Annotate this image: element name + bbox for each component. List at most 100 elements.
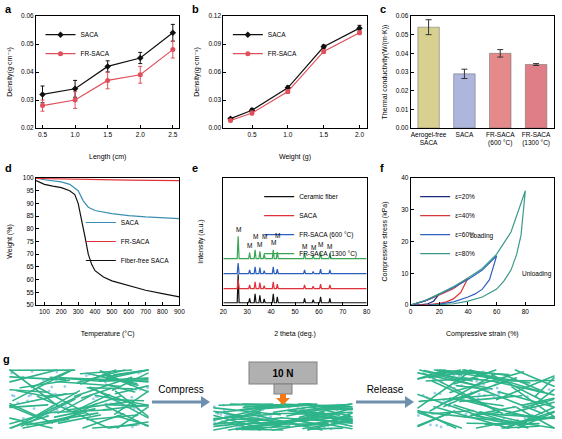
svg-text:2.0: 2.0 bbox=[136, 131, 145, 138]
svg-text:M: M bbox=[327, 243, 332, 250]
svg-text:1.0: 1.0 bbox=[283, 131, 292, 138]
svg-text:Unloading: Unloading bbox=[522, 270, 552, 278]
svg-text:40: 40 bbox=[464, 308, 472, 315]
svg-text:10: 10 bbox=[401, 270, 409, 277]
svg-text:2.0: 2.0 bbox=[355, 131, 364, 138]
svg-text:0.05: 0.05 bbox=[21, 40, 34, 47]
svg-text:0.09: 0.09 bbox=[208, 40, 221, 47]
svg-text:40: 40 bbox=[267, 308, 275, 315]
svg-text:0.00: 0.00 bbox=[396, 124, 409, 131]
svg-text:0: 0 bbox=[405, 301, 409, 308]
svg-text:ε=60%: ε=60% bbox=[455, 231, 475, 238]
svg-text:Compressive strain (%): Compressive strain (%) bbox=[446, 330, 519, 338]
svg-text:1.0: 1.0 bbox=[71, 131, 80, 138]
svg-text:2.5: 2.5 bbox=[168, 131, 177, 138]
svg-text:SACA: SACA bbox=[80, 31, 98, 38]
svg-text:200: 200 bbox=[56, 308, 67, 315]
svg-text:2 theta (deg.): 2 theta (deg.) bbox=[274, 330, 316, 338]
svg-text:50: 50 bbox=[26, 301, 34, 308]
svg-text:0.02: 0.02 bbox=[396, 87, 409, 94]
svg-text:900: 900 bbox=[174, 308, 185, 315]
svg-text:Aerogel-freeSACA: Aerogel-freeSACA bbox=[411, 131, 447, 146]
svg-text:M: M bbox=[253, 233, 258, 240]
svg-text:80: 80 bbox=[26, 225, 34, 232]
svg-text:95: 95 bbox=[26, 187, 34, 194]
svg-text:40: 40 bbox=[401, 174, 409, 181]
svg-text:0.02: 0.02 bbox=[21, 124, 34, 131]
svg-text:SACA: SACA bbox=[299, 212, 317, 219]
svg-text:Fiber-free SACA: Fiber-free SACA bbox=[121, 257, 169, 264]
svg-text:M: M bbox=[318, 241, 323, 248]
svg-text:60: 60 bbox=[26, 276, 34, 283]
svg-text:0.12: 0.12 bbox=[208, 12, 221, 19]
svg-text:20: 20 bbox=[220, 308, 228, 315]
svg-text:M: M bbox=[257, 241, 262, 248]
svg-text:0.03: 0.03 bbox=[208, 96, 221, 103]
svg-text:80: 80 bbox=[363, 308, 371, 315]
svg-text:M: M bbox=[302, 243, 307, 250]
svg-text:300: 300 bbox=[73, 308, 84, 315]
svg-text:Weight (%): Weight (%) bbox=[6, 224, 14, 259]
svg-text:0.06: 0.06 bbox=[396, 12, 409, 19]
svg-text:d: d bbox=[5, 162, 12, 174]
svg-text:0.06: 0.06 bbox=[208, 68, 221, 75]
svg-text:20: 20 bbox=[401, 238, 409, 245]
svg-text:500: 500 bbox=[106, 308, 117, 315]
svg-text:c: c bbox=[380, 3, 386, 15]
svg-text:Thermal conductivity(W/(m·K)): Thermal conductivity(W/(m·K)) bbox=[381, 25, 389, 120]
svg-text:FR-SACA (600 °C): FR-SACA (600 °C) bbox=[299, 231, 353, 239]
svg-text:Compress: Compress bbox=[158, 384, 204, 395]
svg-text:30: 30 bbox=[401, 206, 409, 213]
svg-text:SACA: SACA bbox=[121, 219, 139, 226]
svg-text:Ceramic fiber: Ceramic fiber bbox=[299, 193, 338, 200]
svg-text:Loading: Loading bbox=[470, 232, 494, 240]
svg-text:M: M bbox=[311, 244, 316, 251]
svg-text:1.5: 1.5 bbox=[103, 131, 112, 138]
svg-text:a: a bbox=[5, 3, 12, 15]
svg-text:SACA: SACA bbox=[268, 31, 286, 38]
svg-text:FR-SACA: FR-SACA bbox=[268, 50, 297, 57]
svg-text:0.5: 0.5 bbox=[247, 131, 256, 138]
svg-text:70: 70 bbox=[339, 308, 347, 315]
svg-text:700: 700 bbox=[140, 308, 151, 315]
svg-text:600: 600 bbox=[123, 308, 134, 315]
svg-text:FR-SACA (1300 °C): FR-SACA (1300 °C) bbox=[299, 250, 357, 258]
svg-text:0.03: 0.03 bbox=[21, 96, 34, 103]
svg-text:65: 65 bbox=[26, 263, 34, 270]
svg-text:FR-SACA(1300 °C): FR-SACA(1300 °C) bbox=[522, 131, 551, 147]
svg-text:FR-SACA(600 °C): FR-SACA(600 °C) bbox=[486, 131, 515, 147]
svg-text:Weight (g): Weight (g) bbox=[279, 153, 311, 161]
svg-text:100: 100 bbox=[23, 174, 34, 181]
svg-text:0.01: 0.01 bbox=[396, 106, 409, 113]
svg-text:g: g bbox=[3, 353, 10, 365]
svg-text:60: 60 bbox=[493, 308, 501, 315]
svg-text:50: 50 bbox=[291, 308, 299, 315]
svg-text:85: 85 bbox=[26, 212, 34, 219]
svg-text:0.04: 0.04 bbox=[396, 50, 409, 57]
svg-text:Density(g·cm⁻³): Density(g·cm⁻³) bbox=[6, 47, 14, 97]
svg-text:M: M bbox=[247, 242, 252, 249]
svg-text:b: b bbox=[192, 3, 199, 15]
svg-text:10 N: 10 N bbox=[272, 368, 293, 379]
svg-text:400: 400 bbox=[90, 308, 101, 315]
svg-text:0.06: 0.06 bbox=[21, 12, 34, 19]
svg-text:f: f bbox=[380, 162, 384, 174]
svg-text:SACA: SACA bbox=[456, 131, 474, 138]
svg-text:70: 70 bbox=[26, 250, 34, 257]
svg-text:Intensity (a.u.): Intensity (a.u.) bbox=[197, 219, 205, 263]
svg-text:0: 0 bbox=[409, 308, 413, 315]
svg-text:75: 75 bbox=[26, 238, 34, 245]
svg-text:Length (cm): Length (cm) bbox=[89, 153, 126, 161]
svg-text:M: M bbox=[275, 232, 280, 239]
svg-text:0.03: 0.03 bbox=[396, 68, 409, 75]
svg-text:ε=40%: ε=40% bbox=[455, 212, 475, 219]
svg-text:ε=20%: ε=20% bbox=[455, 193, 475, 200]
svg-text:100: 100 bbox=[39, 308, 50, 315]
svg-text:FR-SACA: FR-SACA bbox=[80, 50, 109, 57]
svg-text:Compressive stress (kPa): Compressive stress (kPa) bbox=[381, 201, 389, 281]
svg-text:60: 60 bbox=[315, 308, 323, 315]
svg-text:Density(g·cm⁻³): Density(g·cm⁻³) bbox=[193, 47, 201, 97]
svg-text:20: 20 bbox=[436, 308, 444, 315]
svg-text:M: M bbox=[271, 239, 276, 246]
svg-text:80: 80 bbox=[522, 308, 530, 315]
